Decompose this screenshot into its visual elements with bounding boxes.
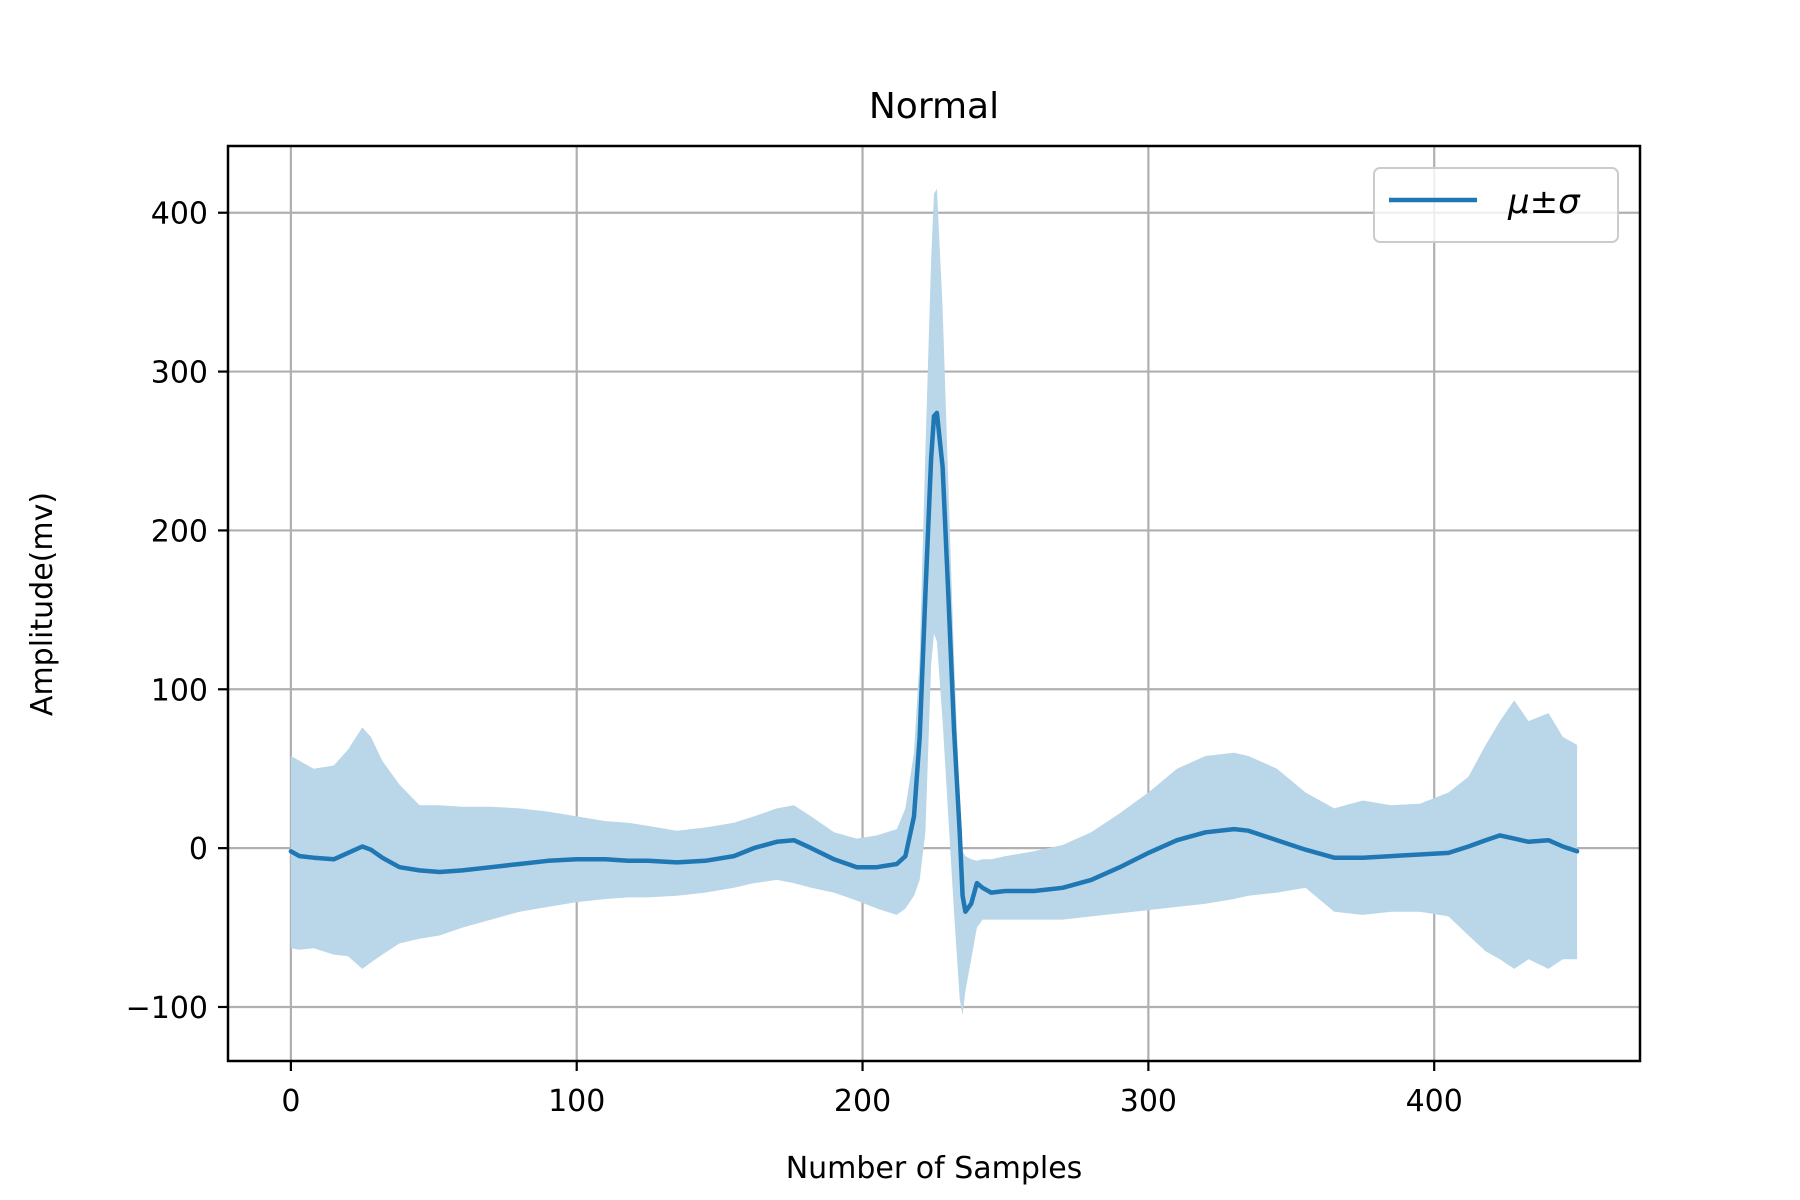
x-axis-title: Number of Samples — [786, 1151, 1083, 1186]
x-tick-label: 0 — [281, 1084, 300, 1119]
y-tick-label: 400 — [151, 197, 208, 232]
legend-box — [1373, 167, 1619, 243]
legend-label: μ±σ — [1507, 182, 1581, 222]
x-tick-label: 400 — [1406, 1084, 1463, 1119]
x-tick-label: 300 — [1120, 1084, 1177, 1119]
x-tick-label: 100 — [548, 1084, 605, 1119]
plot-area — [226, 144, 1642, 1063]
x-axis: 0 100 200 300 400 — [281, 1061, 1463, 1119]
y-axis-title: Amplitude(mv) — [25, 492, 60, 716]
y-tick-label: 200 — [151, 514, 208, 549]
chart-title: Normal — [869, 86, 999, 127]
plot-frame — [226, 144, 1642, 1063]
y-tick-label: 0 — [189, 832, 208, 867]
y-tick-label: −100 — [126, 991, 208, 1026]
y-axis: −100 0 100 200 300 400 — [126, 197, 228, 1026]
std-band — [290, 188, 1578, 1015]
legend: μ±σ — [1373, 167, 1619, 243]
x-tick-label: 200 — [834, 1084, 891, 1119]
mean-line — [288, 410, 1580, 914]
y-tick-label: 100 — [151, 673, 208, 708]
y-tick-label: 300 — [151, 356, 208, 391]
